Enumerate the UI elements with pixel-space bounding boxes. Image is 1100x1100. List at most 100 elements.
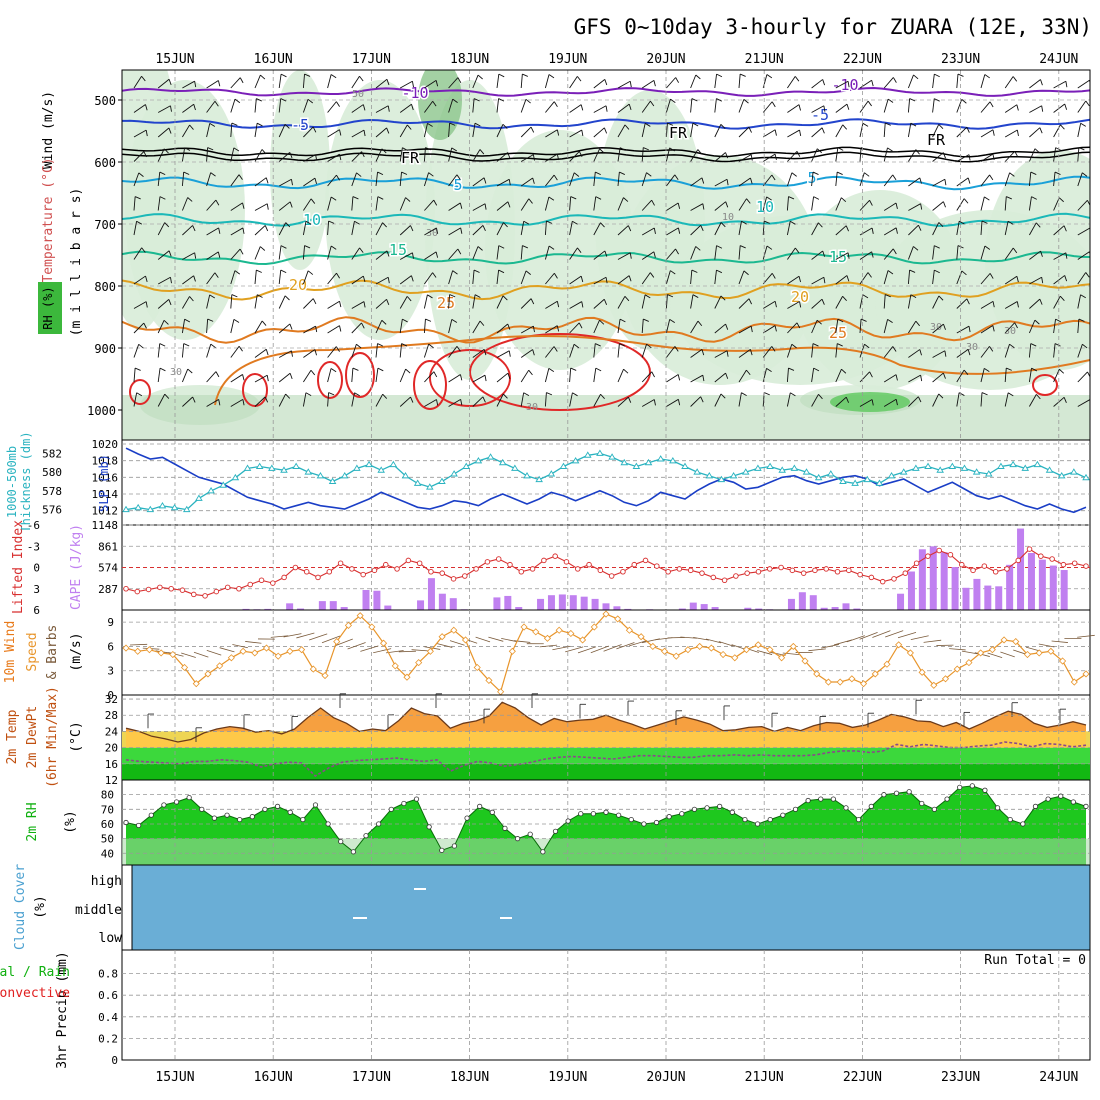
wind-barb <box>206 80 219 89</box>
wind-barb-flag <box>885 294 891 298</box>
wind-barb-flag <box>653 80 656 87</box>
wind-barb-flag <box>595 367 602 372</box>
wind-barb <box>375 298 387 309</box>
rh-legend-swatch <box>38 282 62 334</box>
wind-barb-10m <box>769 651 786 656</box>
wind-barb-flag <box>498 269 505 274</box>
wind-barb-10m <box>629 640 648 647</box>
wind-barb-flag <box>1030 171 1037 175</box>
wind-barb-flag <box>159 196 166 200</box>
wind-barb <box>859 123 864 138</box>
cloud-unit: (%) <box>33 895 48 918</box>
wind-barb <box>811 172 814 187</box>
wind-barb <box>327 346 337 358</box>
wind-barb-flag <box>860 147 867 151</box>
pressure-tick-label: 1000 <box>87 404 116 418</box>
chart-title: GFS 0~10day 3-hourly for ZUARA (12E, 33N… <box>574 15 1092 39</box>
wind-barb <box>786 392 791 407</box>
wind-barb-flag <box>677 227 681 234</box>
wind-barb-flag <box>307 270 314 275</box>
wind-barb-flag <box>669 319 675 323</box>
slp-tick-label: 1018 <box>92 455 119 468</box>
wind-barb <box>157 196 161 211</box>
contour-label: FR <box>927 131 946 149</box>
wind-barb-flag <box>794 76 800 82</box>
rh-point <box>477 803 483 809</box>
wind-barb <box>302 74 305 89</box>
wind-barb <box>569 196 572 211</box>
wind-barb-flag <box>381 148 387 154</box>
wind-barb <box>544 74 550 89</box>
thickness-point <box>827 470 835 477</box>
wind-barb <box>665 270 671 285</box>
thickness-point <box>644 458 653 466</box>
rh-point <box>224 812 230 818</box>
cape-bar <box>711 607 719 610</box>
wind-barb-flag <box>433 199 438 206</box>
wind-barb-flag <box>750 326 753 333</box>
top-date-label: 24JUN <box>1039 52 1078 67</box>
wind-barb-flag <box>239 77 244 84</box>
cape-bar <box>897 593 905 610</box>
wind-barb-flag <box>1080 122 1087 127</box>
thickness-point <box>182 505 191 513</box>
wind-barb <box>1053 275 1065 285</box>
thickness-point <box>158 502 167 509</box>
wind-barb-flag <box>774 325 777 332</box>
li-point <box>315 574 321 581</box>
wind-barb-flag <box>330 196 337 201</box>
wind-barb <box>738 369 747 383</box>
wind-barb <box>302 270 309 285</box>
wind-barb <box>278 350 292 358</box>
wind-barb-flag <box>451 318 458 323</box>
wind10-point <box>262 644 271 652</box>
wind-barb-flag <box>502 124 508 129</box>
li-point <box>947 552 954 558</box>
rh-point <box>502 825 508 831</box>
wind-barb-flag <box>869 200 873 206</box>
wind-barb-flag <box>336 272 341 279</box>
wind-barb-flag <box>968 326 971 333</box>
wind-barb-flag <box>239 248 244 255</box>
precip-tick-label: 0 <box>111 1054 118 1067</box>
cape-bar <box>1027 552 1035 610</box>
wind-barb <box>545 129 558 138</box>
wind-barb-flag <box>546 392 553 396</box>
wind-barb-flag <box>989 273 994 279</box>
wind-barb <box>278 270 282 285</box>
wind-barb <box>617 147 621 162</box>
wind-barb-10m <box>360 645 379 652</box>
wind-barb <box>980 368 985 383</box>
wind-barb <box>690 374 704 383</box>
thickness-point <box>426 483 434 490</box>
pressure-tick-label: 700 <box>94 218 116 232</box>
wind-barb <box>738 270 745 285</box>
thickness-point <box>693 468 701 475</box>
wind-barb-flag <box>456 346 461 352</box>
wind-barb <box>811 394 819 407</box>
wind-barb-flag <box>382 393 388 399</box>
pressure-tick-label: 800 <box>94 280 116 294</box>
wind-barb <box>327 174 337 187</box>
li-point <box>1026 546 1033 552</box>
wind10-point <box>883 660 891 668</box>
wind10-point <box>192 680 200 688</box>
wind-barb <box>1053 369 1060 383</box>
wind-tick-label: 3 <box>107 665 114 678</box>
wind-barb-flag <box>791 172 797 177</box>
contour-label: 15 <box>389 241 407 259</box>
wind-barb-flag <box>145 130 148 137</box>
wind-barb-flag <box>1009 343 1015 349</box>
li-point <box>123 586 129 592</box>
wind-barb <box>835 225 847 236</box>
wind-barb-flag <box>675 77 680 83</box>
thickness-point <box>219 481 228 488</box>
thickness-point <box>887 472 896 479</box>
wind-barb <box>714 323 726 334</box>
wind-barb <box>835 103 848 113</box>
li-point <box>202 593 208 599</box>
thickness-tick-label: 576 <box>42 504 62 517</box>
wind-barb <box>545 325 558 334</box>
wind-barb-flag <box>170 277 172 284</box>
wind-barb-flag <box>1065 252 1068 259</box>
